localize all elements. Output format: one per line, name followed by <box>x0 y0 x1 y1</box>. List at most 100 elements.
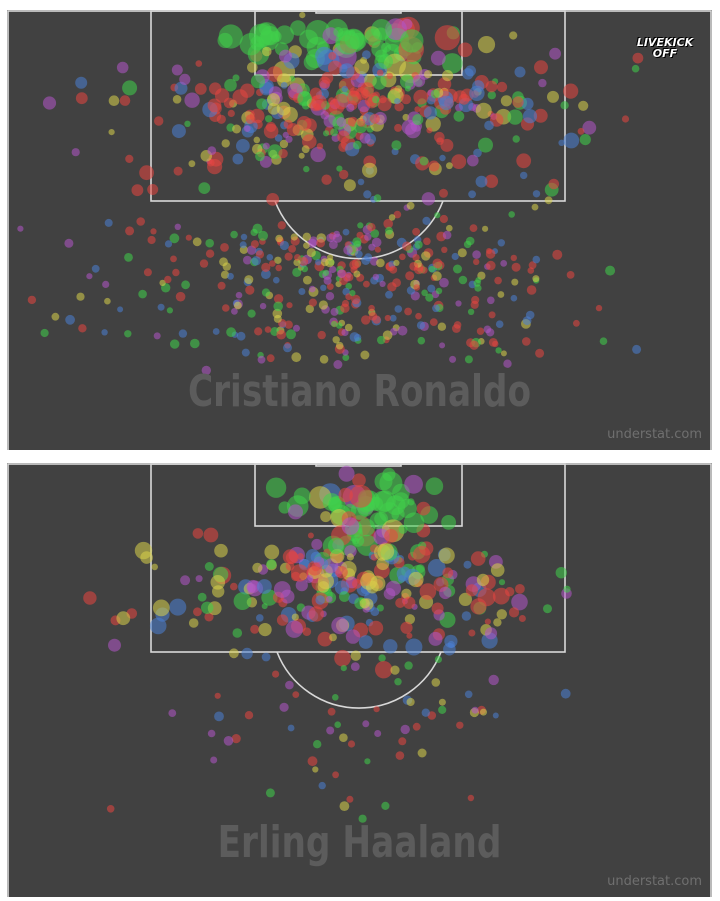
shot-point <box>469 85 485 102</box>
shot-point <box>458 592 472 606</box>
shot-point <box>383 588 396 600</box>
shot-point <box>511 262 521 272</box>
shot-point <box>484 627 498 640</box>
shot-point <box>395 751 405 760</box>
shot-point <box>577 127 585 135</box>
shot-point <box>261 262 271 272</box>
shot-point <box>384 314 391 322</box>
shot-point <box>382 467 396 481</box>
shot-point <box>311 94 327 111</box>
shot-point <box>470 598 487 615</box>
shot-point <box>232 628 243 638</box>
shot-point <box>284 320 293 329</box>
shot-point <box>143 268 152 277</box>
shot-point <box>227 272 234 280</box>
shot-point <box>333 93 350 110</box>
shot-point <box>475 175 488 188</box>
shot-point <box>428 160 440 172</box>
shot-point <box>431 678 441 687</box>
shot-point <box>40 328 49 338</box>
shot-point <box>500 260 508 267</box>
shot-point <box>318 76 331 89</box>
shot-point <box>414 106 421 113</box>
shot-point <box>357 118 366 127</box>
shot-point <box>308 298 317 307</box>
shot-point <box>230 582 238 591</box>
shot-point <box>440 138 454 152</box>
shot-point <box>412 722 421 731</box>
shot-point <box>430 89 440 99</box>
shot-point <box>423 237 431 246</box>
shot-point <box>169 233 180 244</box>
livekickoff-logo: LIVEKICK OFF <box>636 36 694 60</box>
shot-point <box>257 355 266 364</box>
shot-point <box>362 50 371 60</box>
shot-point <box>497 239 505 247</box>
shot-point <box>361 256 371 265</box>
shot-point <box>512 96 524 108</box>
shot-point <box>276 329 287 340</box>
shot-point <box>252 562 263 573</box>
shot-point <box>503 359 512 368</box>
shot-point <box>331 320 338 328</box>
shot-point <box>265 788 275 798</box>
shot-point <box>333 360 343 369</box>
shot-point <box>224 78 237 92</box>
shot-point <box>437 322 447 331</box>
shot-point <box>353 333 362 342</box>
shot-point <box>419 583 437 600</box>
shot-point <box>413 89 429 105</box>
shot-point <box>490 113 504 127</box>
shot-point <box>390 665 400 675</box>
shot-point <box>515 584 525 594</box>
shot-point <box>391 140 402 151</box>
shot-point <box>302 627 312 636</box>
shot-point <box>140 551 153 564</box>
shot-point <box>374 246 381 253</box>
shot-point <box>371 490 394 513</box>
shot-point <box>203 527 219 543</box>
shot-point <box>204 612 214 622</box>
shot-point <box>351 294 361 305</box>
shot-point <box>507 109 523 125</box>
shot-point <box>377 543 395 560</box>
shot-point <box>560 101 569 110</box>
shot-point <box>385 290 393 299</box>
shot-point <box>147 184 159 195</box>
shot-point <box>441 246 448 253</box>
shot-point <box>508 211 515 218</box>
shot-point <box>357 178 365 186</box>
shot-point <box>243 255 252 265</box>
shot-point <box>339 63 355 79</box>
shot-point <box>243 125 251 132</box>
shot-point <box>188 618 199 628</box>
shot-point <box>104 297 111 305</box>
shot-point <box>451 252 459 261</box>
shot-point <box>168 709 177 717</box>
shot-point <box>496 609 507 620</box>
shot-point <box>492 712 499 719</box>
shot-point <box>226 327 237 338</box>
shot-point <box>256 98 268 110</box>
shot-point <box>538 78 547 88</box>
haaland-shot-map: Erling Haaland understat.com <box>7 463 712 897</box>
shot-point <box>181 280 191 290</box>
shot-point <box>416 501 431 516</box>
shot-point <box>401 18 413 30</box>
shot-point <box>150 228 157 235</box>
shot-point <box>91 264 100 273</box>
shot-point <box>383 218 394 229</box>
shot-point <box>290 564 309 582</box>
shot-point <box>470 300 479 309</box>
shot-point <box>342 354 350 361</box>
shot-point <box>434 212 441 219</box>
shot-point <box>317 573 334 590</box>
shot-point <box>353 270 361 278</box>
shot-point <box>245 285 255 295</box>
shot-point <box>335 566 348 579</box>
shot-point <box>274 256 282 264</box>
shot-point <box>198 182 211 195</box>
shot-point <box>334 721 342 728</box>
shot-point <box>159 279 166 287</box>
shot-point <box>152 599 170 617</box>
